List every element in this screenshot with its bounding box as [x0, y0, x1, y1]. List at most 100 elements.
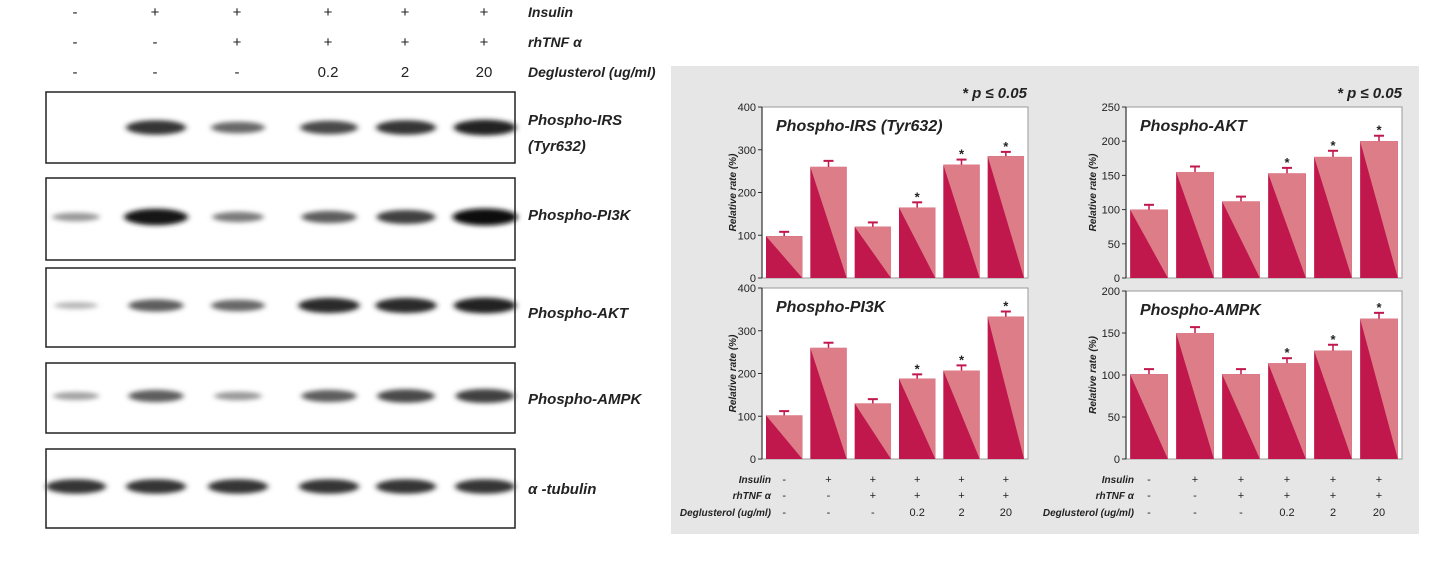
significance-star: *	[1330, 138, 1336, 153]
x-condition-value: +	[1238, 474, 1244, 486]
significance-star: *	[1376, 123, 1382, 138]
bar-light-part	[1360, 141, 1398, 278]
plot-area	[1125, 106, 1403, 279]
blot-panel	[45, 448, 516, 529]
blot-band	[128, 299, 184, 312]
blot-condition-label: rhTNF α	[528, 34, 583, 50]
significance-star: *	[1284, 345, 1290, 360]
y-axis-label: Relative rate (%)	[728, 334, 739, 412]
bar	[943, 370, 980, 459]
y-tick-label: 0	[1114, 273, 1120, 285]
significance-star: *	[1330, 332, 1336, 347]
x-condition-value: +	[870, 474, 876, 486]
bar	[1360, 318, 1398, 459]
y-tick-label: 200	[1102, 286, 1120, 298]
x-condition-value: +	[1330, 474, 1336, 486]
blot-protein-label-sub: (Tyr632)	[528, 138, 586, 155]
plot-area	[761, 106, 1029, 279]
significance-star: *	[1284, 155, 1290, 170]
blot-band	[377, 389, 435, 403]
y-tick-label: 0	[750, 273, 756, 285]
bar-light-part	[765, 236, 803, 278]
bar	[765, 236, 803, 278]
blot-condition-value: +	[324, 34, 333, 51]
blot-condition-value: -	[153, 64, 158, 81]
y-tick-label: 100	[738, 411, 756, 423]
significance-star: *	[915, 361, 921, 376]
blot-band	[212, 211, 264, 223]
y-tick-label: 200	[1102, 136, 1120, 148]
blot-condition-value: -	[73, 4, 78, 21]
bar-chart: 0 100 200 300 400 Relative rate (%) * * * Phospho…	[728, 102, 1029, 285]
blot-condition-label: Insulin	[528, 4, 573, 20]
blot-band	[54, 302, 98, 309]
bar	[1130, 209, 1168, 278]
blot-band	[298, 297, 360, 314]
blot-panel-frame	[45, 362, 516, 434]
blot-condition-value: -	[153, 34, 158, 51]
blot-band	[375, 297, 437, 314]
bar-chart: 0 50 100 150 200 Relative rate (%) * * * Phospho-…	[1088, 286, 1403, 466]
y-tick-label: 300	[738, 145, 756, 157]
blot-band	[128, 389, 184, 403]
blot-band	[376, 120, 436, 135]
y-tick-label: 0	[1114, 454, 1120, 466]
blot-band	[453, 297, 517, 314]
y-axis-label: Relative rate (%)	[1088, 335, 1099, 413]
blot-panel-frame	[45, 177, 516, 261]
chart-title: Phospho-IRS (Tyr632)	[776, 118, 943, 135]
bar	[1360, 141, 1398, 278]
x-condition-value: +	[870, 490, 876, 502]
blot-band	[126, 479, 186, 494]
bar	[1130, 374, 1168, 459]
bar	[987, 156, 1025, 278]
x-condition-value: 20	[1000, 507, 1012, 519]
blot-condition-label: Deglusterol (ug/ml)	[528, 64, 656, 80]
significance-note: * p ≤ 0.05	[962, 85, 1028, 102]
x-condition-value: -	[1193, 507, 1197, 519]
bar-light-part	[943, 164, 980, 278]
x-condition-value: -	[1147, 490, 1151, 502]
bar-chart: 0 50 100 150 200 250 Relative rate (%) * * * Phosp…	[1088, 102, 1403, 285]
x-condition-value: -	[827, 507, 831, 519]
bar-light-part	[898, 207, 936, 278]
blot-band	[52, 392, 100, 400]
x-condition-value: +	[914, 474, 920, 486]
blot-condition-value: +	[401, 4, 410, 21]
plot-area	[761, 287, 1029, 460]
x-condition-label: Insulin	[739, 475, 771, 486]
blot-band	[455, 389, 515, 403]
blot-band	[376, 210, 436, 224]
bar-light-part	[987, 316, 1025, 459]
blot-band	[208, 479, 268, 494]
blot-band	[46, 479, 106, 494]
x-condition-value: 2	[958, 507, 964, 519]
blot-condition-value: +	[401, 34, 410, 51]
chart-title: Phospho-PI3K	[776, 299, 887, 316]
chart-title: Phospho-AMPK	[1140, 302, 1262, 319]
x-condition-value: 0.2	[1279, 507, 1294, 519]
blot-panel-frame	[45, 267, 516, 348]
blot-band	[301, 210, 357, 224]
blot-band	[124, 208, 188, 226]
y-tick-label: 200	[738, 188, 756, 200]
blot-protein-label: Phospho-AMPK	[528, 391, 642, 408]
blot-condition-value: +	[480, 4, 489, 21]
y-tick-label: 100	[738, 230, 756, 242]
x-condition-label: Deglusterol (ug/ml)	[1043, 508, 1135, 519]
y-tick-label: 150	[1102, 170, 1120, 182]
significance-star: *	[1003, 299, 1009, 314]
blot-condition-value: -	[73, 34, 78, 51]
x-condition-value: +	[1003, 490, 1009, 502]
blot-condition-value: 0.2	[318, 64, 339, 81]
x-condition-value: 2	[1330, 507, 1336, 519]
y-tick-label: 250	[1102, 102, 1120, 114]
blot-protein-label: Phospho-PI3K	[528, 207, 632, 224]
bar-light-part	[1268, 173, 1306, 278]
bar-charts: * p ≤ 0.05 * p ≤ 0.050100200300400Relativ…	[680, 85, 1403, 519]
bar	[810, 166, 847, 278]
blot-panel	[45, 177, 518, 261]
x-condition-label: rhTNF α	[733, 491, 772, 502]
x-condition-value: 20	[1373, 507, 1385, 519]
x-condition-value: +	[1376, 474, 1382, 486]
